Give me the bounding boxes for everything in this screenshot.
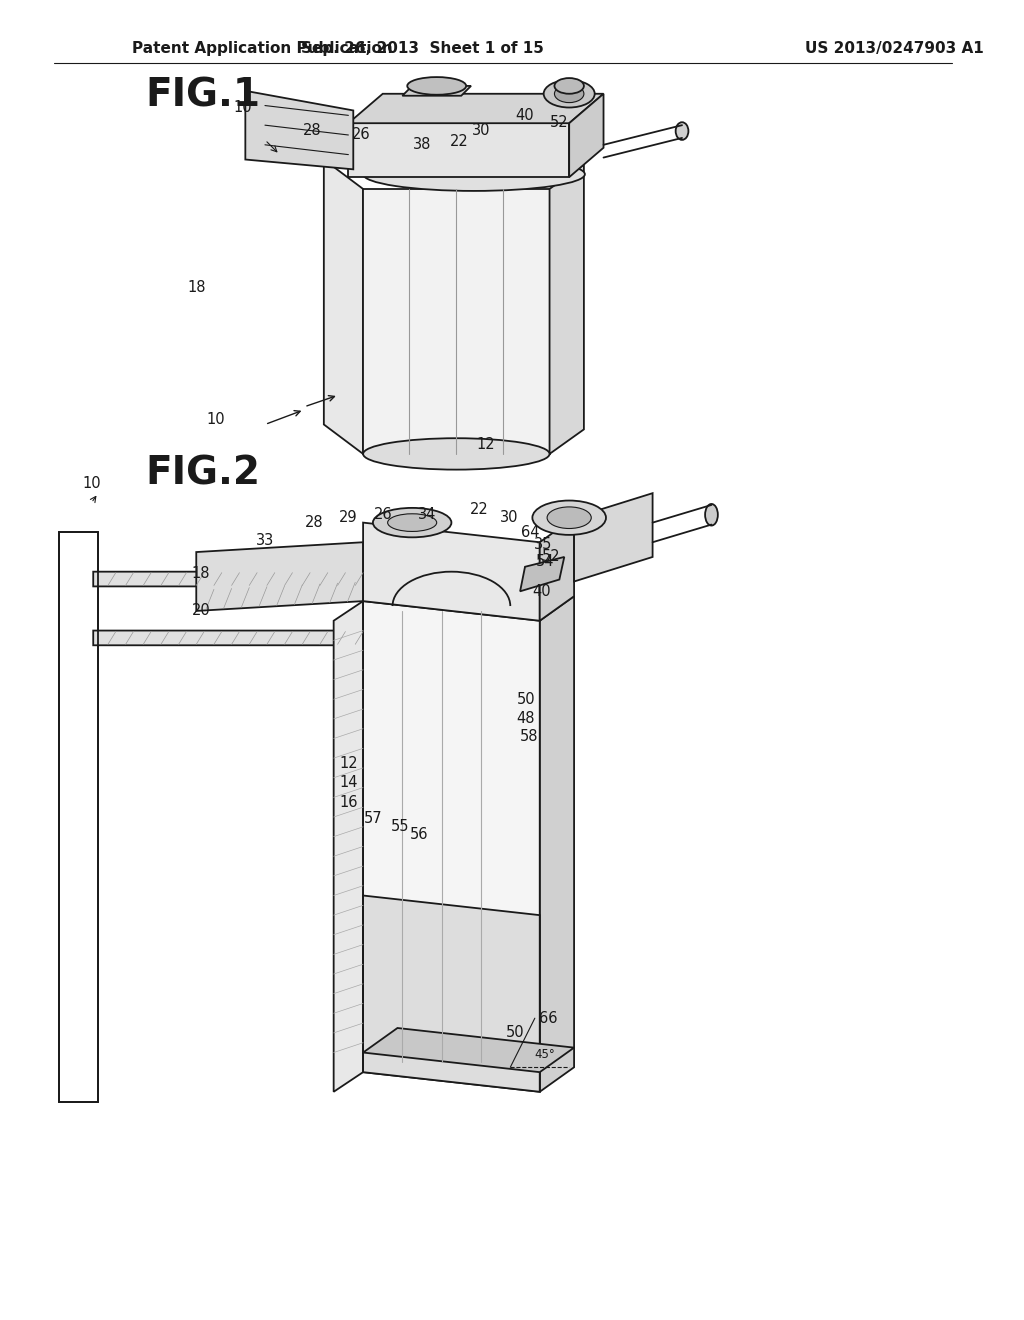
Polygon shape	[364, 523, 540, 620]
Ellipse shape	[706, 504, 718, 525]
Text: 52: 52	[550, 115, 568, 129]
Text: 22: 22	[450, 135, 469, 149]
Text: 57: 57	[364, 812, 382, 826]
Text: 16: 16	[339, 795, 357, 809]
Text: 38: 38	[413, 137, 431, 152]
Text: 30: 30	[472, 123, 490, 137]
Text: 10: 10	[82, 475, 100, 491]
Text: 12: 12	[476, 437, 495, 451]
Text: 40: 40	[516, 108, 535, 123]
Polygon shape	[93, 572, 392, 586]
Polygon shape	[197, 543, 364, 611]
Ellipse shape	[373, 508, 452, 537]
Polygon shape	[550, 165, 584, 454]
Text: 52: 52	[542, 549, 561, 565]
Text: 55: 55	[391, 820, 410, 834]
Text: 48: 48	[517, 711, 536, 726]
Text: 10: 10	[233, 100, 252, 115]
Text: 20: 20	[191, 603, 211, 619]
Text: 26: 26	[374, 507, 392, 523]
Polygon shape	[574, 494, 652, 582]
Text: 18: 18	[191, 566, 210, 581]
Polygon shape	[540, 517, 574, 620]
Polygon shape	[364, 895, 540, 1092]
Text: 30: 30	[500, 511, 518, 525]
Ellipse shape	[364, 438, 550, 470]
Text: 54: 54	[536, 554, 554, 569]
Text: FIG.1: FIG.1	[145, 77, 260, 115]
Polygon shape	[569, 94, 603, 177]
Text: 28: 28	[305, 515, 324, 531]
Text: 66: 66	[540, 1011, 558, 1026]
Ellipse shape	[408, 77, 466, 95]
Text: 28: 28	[303, 123, 322, 137]
Text: 56: 56	[410, 828, 428, 842]
Text: 50: 50	[506, 1026, 524, 1040]
Text: 10: 10	[207, 412, 225, 428]
Text: 64: 64	[520, 525, 540, 540]
Text: 14: 14	[339, 775, 357, 791]
Ellipse shape	[364, 157, 585, 191]
Polygon shape	[364, 601, 540, 1092]
Text: 50: 50	[517, 692, 536, 706]
Text: Patent Application Publication: Patent Application Publication	[132, 41, 393, 57]
Text: 58: 58	[520, 729, 539, 744]
Text: 12: 12	[339, 755, 357, 771]
Ellipse shape	[544, 81, 595, 107]
Polygon shape	[520, 557, 564, 591]
Text: 34: 34	[418, 507, 436, 523]
Ellipse shape	[532, 500, 606, 535]
Ellipse shape	[676, 123, 688, 140]
Ellipse shape	[554, 84, 584, 103]
Polygon shape	[540, 597, 574, 1092]
Text: 29: 29	[339, 511, 357, 525]
Text: 45°: 45°	[535, 1048, 555, 1061]
Polygon shape	[402, 86, 471, 96]
Polygon shape	[364, 1028, 574, 1072]
Text: Sep. 26, 2013  Sheet 1 of 15: Sep. 26, 2013 Sheet 1 of 15	[300, 41, 544, 57]
Polygon shape	[334, 601, 364, 1092]
Polygon shape	[364, 189, 550, 454]
Text: FIG.2: FIG.2	[145, 454, 260, 492]
Text: 33: 33	[256, 533, 274, 548]
Polygon shape	[348, 94, 603, 123]
Ellipse shape	[388, 513, 436, 532]
Ellipse shape	[554, 78, 584, 94]
Polygon shape	[348, 123, 569, 177]
Text: 26: 26	[352, 128, 371, 143]
Text: 35: 35	[534, 537, 552, 552]
Text: 22: 22	[470, 503, 488, 517]
Polygon shape	[324, 160, 364, 454]
Text: 40: 40	[532, 583, 551, 599]
Text: US 2013/0247903 A1: US 2013/0247903 A1	[805, 41, 983, 57]
Polygon shape	[246, 91, 353, 169]
Polygon shape	[93, 631, 392, 645]
Text: 18: 18	[187, 280, 206, 294]
Ellipse shape	[547, 507, 591, 528]
